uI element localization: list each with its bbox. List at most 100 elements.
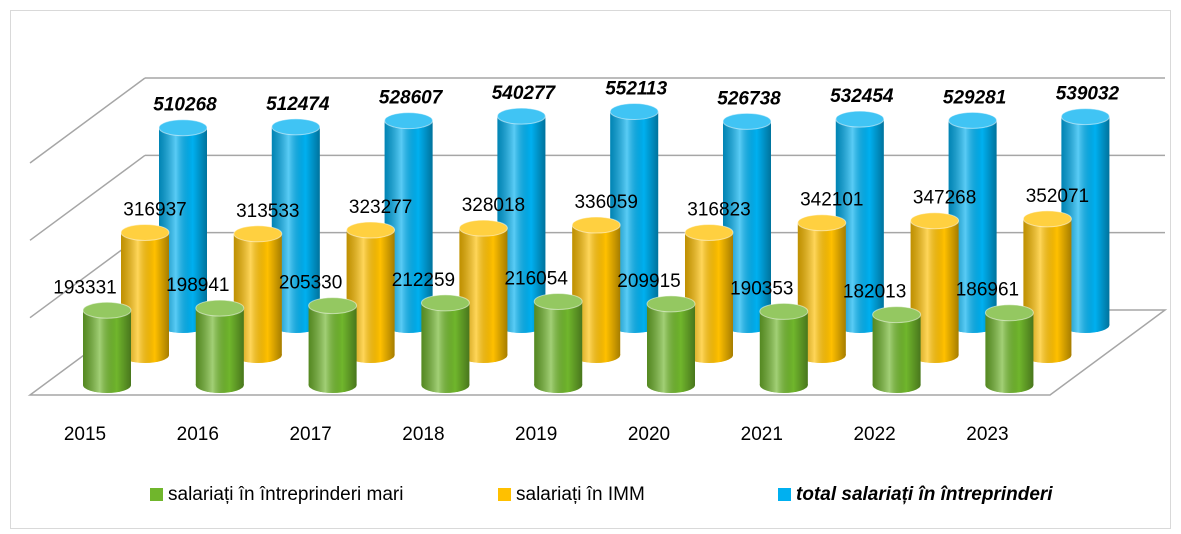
x-tick-label: 2021 xyxy=(741,424,783,445)
legend-label: total salariați în întreprinderi xyxy=(796,484,1053,505)
bar-part xyxy=(497,108,546,125)
data-label: 352071 xyxy=(1026,186,1089,207)
bar-part xyxy=(421,294,470,311)
bar-part xyxy=(496,107,546,125)
bar-part xyxy=(759,303,808,320)
data-label: 526738 xyxy=(717,88,781,109)
bar-part xyxy=(1060,108,1110,126)
bar-part xyxy=(722,112,772,130)
bar-part xyxy=(83,310,131,385)
bar-part xyxy=(195,300,244,317)
legend-label: salariați în IMM xyxy=(516,484,645,505)
bar-part xyxy=(308,297,357,314)
bar-part xyxy=(797,214,846,231)
x-tick-label: 2018 xyxy=(402,424,444,445)
bar-part xyxy=(83,302,131,319)
bar-part xyxy=(308,297,358,315)
bar-part xyxy=(308,305,357,385)
bar-part xyxy=(121,224,169,241)
data-label: 529281 xyxy=(943,87,1006,108)
bar-part xyxy=(271,118,321,136)
x-tick-label: 2019 xyxy=(515,424,557,445)
bar-part xyxy=(346,221,395,238)
bar-part xyxy=(984,304,1034,322)
bar-part xyxy=(647,295,695,312)
bar-part xyxy=(759,302,809,320)
data-label: 539032 xyxy=(1056,84,1120,105)
bar-part xyxy=(985,304,1034,321)
data-label: 328018 xyxy=(462,195,525,216)
data-label: 323277 xyxy=(349,197,412,218)
data-label: 528607 xyxy=(379,88,444,109)
legend-label: salariați în întreprinderi mari xyxy=(168,484,403,505)
bar-part xyxy=(610,103,659,120)
bar xyxy=(195,299,245,393)
bar-part xyxy=(195,308,244,385)
data-label: 313533 xyxy=(236,201,299,222)
data-label: 532454 xyxy=(830,86,894,107)
bar-part xyxy=(985,312,1034,385)
data-label: 212259 xyxy=(392,270,455,291)
bar xyxy=(910,212,960,363)
bar-part xyxy=(459,220,508,237)
x-tick-label: 2016 xyxy=(177,424,219,445)
bar-part xyxy=(346,221,396,239)
bar xyxy=(82,301,132,393)
bar xyxy=(759,302,809,393)
bar-part xyxy=(723,113,771,130)
data-label: 540277 xyxy=(492,83,557,104)
bar-part xyxy=(572,217,621,234)
bar-part xyxy=(609,103,659,121)
bar-part xyxy=(872,314,921,385)
data-label: 510268 xyxy=(153,95,217,116)
bar-part xyxy=(872,306,921,323)
data-label: 182013 xyxy=(843,282,906,303)
bar-part xyxy=(647,303,695,385)
x-tick-label: 2022 xyxy=(853,424,895,445)
bar xyxy=(158,119,208,333)
bar-part xyxy=(534,301,583,385)
bar-part xyxy=(835,110,885,128)
bar-part xyxy=(271,118,320,135)
bar-part xyxy=(195,299,245,317)
data-label: 209915 xyxy=(617,271,680,292)
legend-swatch xyxy=(150,488,163,501)
bar-part xyxy=(159,119,207,136)
bar-part xyxy=(1023,210,1072,227)
data-label: 216054 xyxy=(504,268,568,289)
bar-part xyxy=(458,219,508,237)
grid-line xyxy=(29,154,146,241)
bar-part xyxy=(1022,210,1072,228)
bar xyxy=(872,306,922,393)
bar-part xyxy=(233,225,283,243)
bar xyxy=(646,295,696,393)
bar-part xyxy=(120,223,170,241)
bar-part xyxy=(759,311,808,385)
x-tick-label: 2017 xyxy=(289,424,331,445)
bar-part xyxy=(797,214,847,232)
chart-frame xyxy=(10,10,1171,529)
data-label: 552113 xyxy=(605,79,667,100)
bar-part xyxy=(685,224,733,241)
bar xyxy=(308,297,358,393)
x-tick-label: 2020 xyxy=(628,424,670,445)
bar-part xyxy=(420,294,470,312)
data-label: 316823 xyxy=(687,200,750,221)
data-label: 316937 xyxy=(123,199,186,220)
data-label: 342101 xyxy=(800,190,863,211)
bar-part xyxy=(646,295,696,313)
bar-part xyxy=(534,293,583,310)
bar-part xyxy=(910,212,960,230)
x-tick-label: 2023 xyxy=(966,424,1008,445)
bar-part xyxy=(384,112,433,129)
bar-part xyxy=(948,111,998,129)
legend-swatch xyxy=(498,488,511,501)
bar-part xyxy=(384,112,434,130)
data-label: 336059 xyxy=(574,192,637,213)
bar-part xyxy=(910,212,959,229)
bar-part xyxy=(233,225,282,242)
x-tick-label: 2015 xyxy=(64,424,106,445)
data-label: 512474 xyxy=(266,94,330,115)
grid-line xyxy=(29,77,146,164)
bar-part xyxy=(82,301,132,319)
